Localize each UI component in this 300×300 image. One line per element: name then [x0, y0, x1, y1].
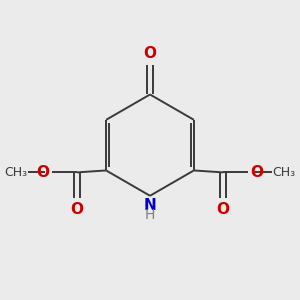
- Text: CH₃: CH₃: [273, 166, 296, 179]
- Text: O: O: [143, 46, 157, 62]
- Text: CH₃: CH₃: [4, 166, 27, 179]
- Text: N: N: [144, 198, 156, 213]
- Text: O: O: [70, 202, 83, 217]
- Text: O: O: [217, 202, 230, 217]
- Text: H: H: [145, 208, 155, 222]
- Text: O: O: [37, 165, 50, 180]
- Text: O: O: [250, 165, 263, 180]
